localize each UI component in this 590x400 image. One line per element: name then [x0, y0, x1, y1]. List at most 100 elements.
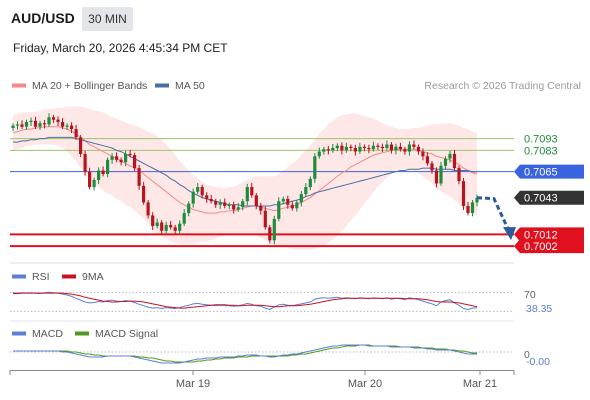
- candle-body: [263, 210, 267, 228]
- candle-body: [421, 151, 425, 157]
- candle-body: [434, 170, 439, 184]
- resistance-label: 0.7093: [524, 134, 558, 146]
- candle-body: [128, 153, 132, 156]
- candle-body: [191, 191, 195, 204]
- candle-body: [304, 187, 308, 195]
- instrument-symbol: AUD/USD: [11, 10, 75, 26]
- candle-body: [61, 122, 65, 127]
- candle-body: [173, 227, 177, 231]
- candle-body: [349, 146, 353, 148]
- candle-body: [308, 178, 312, 188]
- macd-legend: MACD MACD Signal: [12, 328, 158, 340]
- candle-body: [164, 224, 168, 231]
- candle-body: [452, 153, 457, 169]
- last-price-label-box: [514, 190, 584, 205]
- support-label-box: [514, 227, 584, 242]
- macd-zero-label: 0: [524, 349, 530, 361]
- rsi-panel: [10, 291, 514, 312]
- research-credit: Research © 2026 Trading Central: [424, 80, 581, 92]
- candle-body: [236, 207, 240, 210]
- candle-body: [362, 146, 366, 148]
- candle-body: [205, 195, 209, 199]
- candle-body: [439, 165, 443, 184]
- macd-signal-legend-label: MACD Signal: [95, 328, 158, 340]
- forecast-arrow: [476, 196, 516, 241]
- support-label-text: 0.7002: [524, 241, 558, 253]
- candle-body: [389, 144, 393, 151]
- ma50-legend-label: MA 50: [175, 80, 205, 92]
- candle-body: [38, 123, 42, 127]
- candle-body: [196, 187, 200, 192]
- candle-body: [20, 124, 24, 127]
- candle-body: [403, 149, 407, 152]
- candle-body: [371, 145, 375, 150]
- support-label: 0.7012: [514, 227, 584, 242]
- candle-body: [299, 194, 303, 203]
- candle-body: [358, 146, 362, 152]
- candle-body: [33, 120, 38, 127]
- candle-body: [254, 195, 258, 206]
- candle-body: [335, 145, 339, 149]
- candle-body: [331, 148, 335, 151]
- candle-body: [313, 156, 317, 179]
- candle-body: [65, 125, 69, 127]
- x-tick-label: Mar 19: [176, 378, 210, 390]
- x-tick-label: Mar 20: [348, 378, 382, 390]
- candle-body: [178, 223, 182, 231]
- candle-body: [430, 163, 434, 171]
- rsi-legend-swatch: [12, 274, 26, 279]
- candle-body: [101, 170, 105, 174]
- macd-legend-swatch: [12, 331, 26, 336]
- candle-body: [245, 187, 249, 202]
- current-price-label-box: [514, 164, 584, 179]
- candle-body: [106, 159, 110, 174]
- candle-body: [97, 170, 101, 180]
- candle-body: [79, 137, 83, 154]
- candle-body: [443, 158, 448, 166]
- candle-body: [295, 202, 299, 209]
- candle-body: [326, 149, 330, 151]
- candle-body: [74, 129, 78, 138]
- candle-body: [290, 204, 294, 209]
- support-label-text: 0.7012: [524, 229, 558, 241]
- resistance-label-text: 0.7093: [524, 134, 558, 146]
- ma50-line: [13, 136, 477, 207]
- ma20-legend-swatch: [12, 83, 26, 88]
- candle-body: [250, 187, 254, 196]
- support-label: 0.7002: [514, 239, 584, 254]
- candle-body: [425, 156, 429, 164]
- rsi-value-label: 38.35: [526, 303, 552, 315]
- candle-body: [151, 215, 155, 226]
- timeframe-button[interactable]: 30 MIN: [82, 7, 133, 31]
- candle-body: [160, 222, 164, 231]
- candlesticks: [11, 113, 479, 245]
- candle-body: [133, 155, 137, 169]
- candle-body: [227, 204, 231, 206]
- candle-body: [187, 203, 191, 214]
- macd-panel: [10, 344, 514, 364]
- candle-body: [376, 145, 380, 147]
- macd-legend-label: MACD: [32, 328, 63, 340]
- candle-body: [88, 171, 92, 188]
- candle-body: [286, 198, 290, 205]
- price-chart: MA 20 + Bollinger Bands MA 50 Research ©…: [9, 80, 584, 390]
- candle-body: [416, 146, 420, 152]
- candle-body: [412, 144, 416, 147]
- candle-body: [110, 156, 114, 160]
- candle-body: [322, 149, 326, 152]
- macd-value-label: -0.00: [526, 356, 550, 368]
- x-axis: Mar 19 Mar 20 Mar 21: [9, 370, 515, 390]
- rsi-line: [12, 291, 478, 311]
- candle-body: [115, 156, 119, 160]
- rsi-level-label: 70: [524, 289, 536, 301]
- candle-body: [272, 219, 276, 241]
- candle-body: [385, 144, 389, 148]
- price-levels: [10, 138, 514, 248]
- candle-body: [11, 125, 15, 128]
- candle-body: [146, 202, 150, 216]
- candle-body: [344, 146, 348, 151]
- forecast-arrow-head: [503, 227, 516, 241]
- macd-signal-legend-swatch: [75, 331, 89, 336]
- candle-body: [124, 153, 128, 163]
